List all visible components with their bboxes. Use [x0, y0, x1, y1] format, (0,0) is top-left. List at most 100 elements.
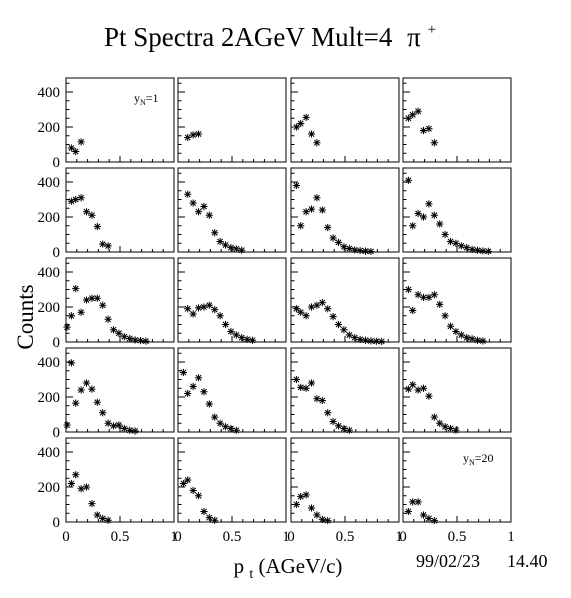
y-tick-label: 200 — [38, 480, 61, 496]
data-point — [93, 294, 101, 302]
data-point — [227, 244, 235, 252]
data-point — [404, 285, 412, 294]
data-point — [292, 305, 300, 313]
marker-stroke — [313, 139, 320, 146]
plot-panel — [177, 77, 287, 163]
marker-stroke — [367, 337, 374, 344]
marker-stroke — [308, 505, 315, 511]
marker-stroke — [479, 337, 486, 344]
data-point — [238, 334, 246, 342]
data-point — [409, 222, 417, 230]
plot-panel — [402, 167, 512, 255]
y-tick-label: 400 — [38, 355, 61, 371]
y-tick-label: 400 — [38, 85, 61, 101]
marker-stroke — [330, 313, 337, 320]
marker-stroke — [126, 427, 133, 434]
data-point — [430, 291, 438, 299]
marker-stroke — [115, 422, 122, 428]
data-point — [131, 427, 139, 435]
data-point — [297, 119, 305, 128]
data-point — [430, 413, 438, 421]
marker-stroke — [238, 247, 245, 254]
panel-frame — [402, 77, 512, 163]
marker-stroke — [184, 134, 191, 141]
plot-panel: 0 200 400 yN=1 — [38, 77, 175, 171]
panel-frame — [65, 167, 175, 253]
data-point — [99, 409, 107, 417]
x-axis-title-main: p — [234, 554, 245, 578]
data-point — [205, 211, 213, 219]
marker-stroke — [313, 512, 320, 518]
data-point — [67, 359, 75, 367]
marker-stroke — [458, 332, 465, 338]
panel-frame — [290, 77, 400, 163]
marker-stroke — [409, 498, 416, 505]
data-point — [361, 336, 370, 344]
data-point — [351, 246, 359, 254]
data-point — [414, 291, 422, 299]
data-point — [82, 208, 91, 216]
data-point — [334, 320, 343, 329]
data-point — [430, 517, 438, 525]
data-point — [419, 384, 428, 392]
data-point — [88, 211, 96, 219]
data-point — [430, 211, 438, 219]
data-point — [307, 303, 316, 311]
marker-stroke — [469, 335, 476, 342]
marker-stroke — [293, 501, 300, 508]
marker-stroke — [362, 248, 369, 255]
data-point — [318, 206, 326, 214]
marker-stroke — [83, 297, 90, 303]
marker-stroke — [297, 384, 304, 391]
marker-stroke — [362, 337, 369, 344]
marker-stroke — [463, 244, 470, 251]
data-point — [297, 383, 305, 391]
plot-date: 99/02/23 — [416, 551, 480, 571]
data-point — [484, 247, 492, 255]
plot-panel: 0 0.5 1 — [287, 437, 403, 545]
marker-stroke — [340, 326, 347, 333]
marker-stroke — [244, 336, 251, 343]
marker-stroke — [373, 338, 380, 345]
data-point — [115, 421, 123, 429]
data-point — [324, 305, 332, 313]
data-point — [292, 500, 300, 509]
data-point — [307, 379, 316, 387]
marker-stroke — [308, 131, 315, 137]
y-tick-label: 0 — [53, 425, 61, 441]
marker-stroke — [83, 208, 90, 215]
data-point — [184, 476, 192, 484]
data-point — [200, 507, 208, 516]
marker-stroke — [405, 115, 412, 122]
marker-stroke — [308, 304, 315, 310]
data-point — [194, 374, 203, 382]
marker-stroke — [367, 248, 374, 255]
marker-stroke — [217, 312, 224, 319]
data-point — [463, 244, 471, 252]
x-tick-label: 0.5 — [223, 529, 242, 545]
data-point — [77, 138, 85, 146]
data-point — [109, 326, 118, 334]
data-point — [126, 334, 134, 343]
marker-stroke — [78, 387, 85, 393]
panel-frame — [177, 347, 287, 433]
marker-stroke — [319, 397, 326, 404]
marker-stroke — [110, 422, 117, 429]
data-point — [179, 479, 187, 488]
marker-stroke — [452, 240, 459, 247]
data-point — [211, 306, 219, 314]
marker-stroke — [415, 210, 422, 217]
panel-frame — [177, 437, 287, 523]
marker-stroke — [452, 328, 459, 335]
marker-stroke — [195, 492, 202, 499]
data-point — [425, 392, 433, 400]
data-point — [221, 423, 230, 431]
marker-stroke — [436, 301, 443, 308]
marker-stroke — [452, 427, 459, 434]
data-point — [473, 336, 482, 344]
marker-stroke — [425, 515, 432, 522]
marker-stroke — [436, 420, 443, 427]
data-point — [104, 315, 112, 323]
x-tick-label: 0.5 — [448, 529, 467, 545]
data-point — [419, 511, 428, 519]
